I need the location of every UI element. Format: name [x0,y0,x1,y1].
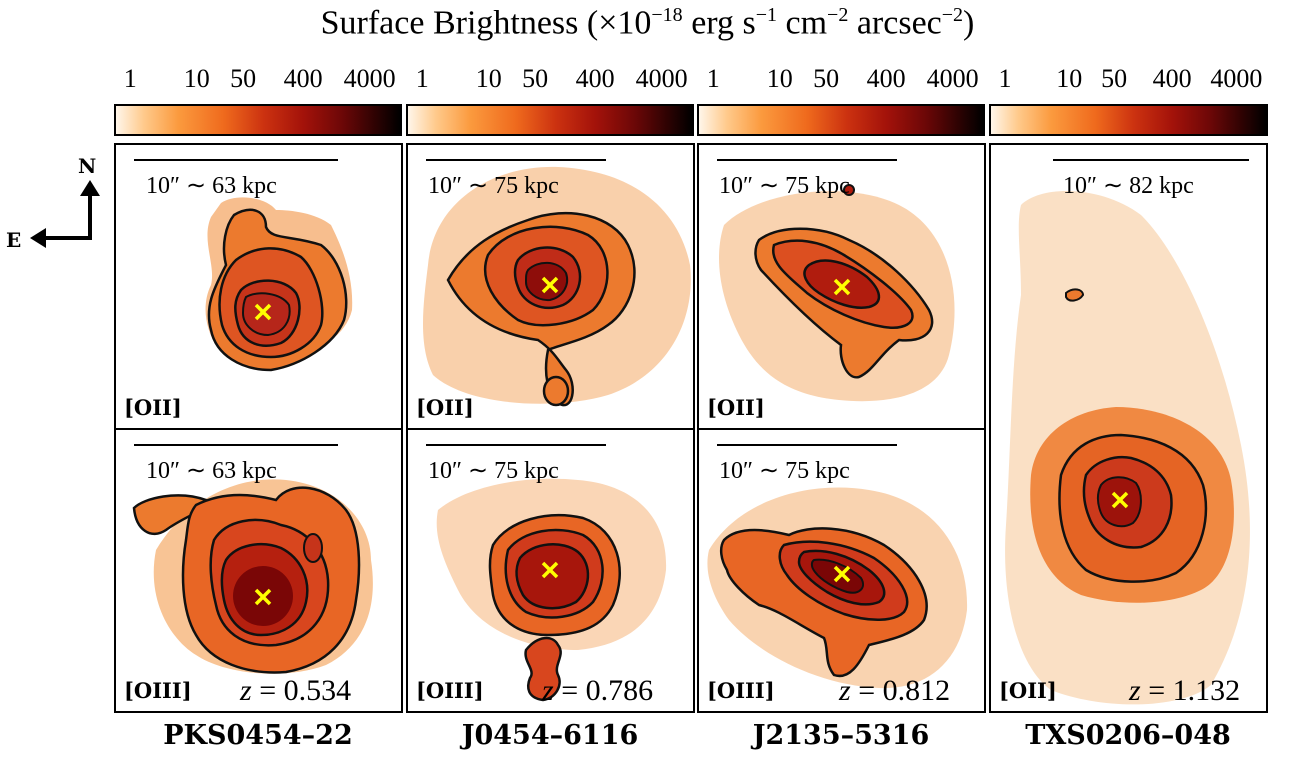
colorbar-tick-label: 50 [230,64,257,93]
emission-map-j2135-oii [719,184,955,402]
scale-bar [717,159,897,161]
colorbar-tick-label: 10 [766,64,793,93]
scale-label: 10″ ∼ 75 kpc [719,458,850,484]
compass-arrows-icon [30,180,100,248]
qso-marker-icon [254,588,272,606]
emission-line-label: [OII] [416,395,474,420]
colorbar-tick-label: 10 [475,64,502,93]
qso-marker-icon [541,276,559,294]
emission-line-label: [OII] [707,395,765,420]
scale-label: 10″ ∼ 82 kpc [1063,173,1194,199]
colorbar-tick-label: 4000 [1210,64,1263,93]
colorbar-3 [697,104,985,136]
qso-marker-icon [254,303,272,321]
redshift-label: z = 0.812 [839,674,951,707]
panel-j0454-oiii: 10″ ∼ 75 kpc [OIII] z = 0.786 [406,428,695,713]
colorbar-tick-label: 400 [1152,64,1192,93]
colorbar-tick-label: 10 [183,64,210,93]
redshift-label: z = 0.786 [542,674,654,707]
object-name-3: J2135–5316 [752,720,930,751]
scale-label: 10″ ∼ 75 kpc [428,173,559,199]
scale-label: 10″ ∼ 63 kpc [146,458,277,484]
scale-label: 10″ ∼ 75 kpc [428,458,559,484]
scale-bar [717,444,897,446]
scale-bar [134,444,338,446]
emission-line-label: [OIII] [416,678,484,703]
scale-bar [426,159,606,161]
panel-j0454-oii: 10″ ∼ 75 kpc [OII] [406,143,695,430]
redshift-label: z = 1.132 [1129,674,1241,707]
emission-map-txs-oii [1005,191,1250,705]
scale-label: 10″ ∼ 75 kpc [719,173,850,199]
panel-j2135-oii: 10″ ∼ 75 kpc [OII] [697,143,986,430]
qso-marker-icon [541,561,559,579]
scale-bar [134,159,338,161]
colorbar-tick-label: 1 [706,64,720,93]
colorbar-tick-label: 1 [998,64,1012,93]
redshift-label: z = 0.534 [240,674,352,707]
emission-map-j0454-oii [423,166,691,407]
colorbar-1 [114,104,402,136]
panel-pks0454-oii: 10″ ∼ 63 kpc [OII] [114,143,403,430]
colorbar-tick-label: 1 [123,64,137,93]
colorbar-tick-label: 400 [283,64,323,93]
colorbar-tick-label: 50 [1101,64,1128,93]
emission-map-pks-oiii [132,479,373,674]
colorbar-tick-label: 400 [575,64,615,93]
panel-txs0206-oii: 10″ ∼ 82 kpc [OII] z = 1.132 [989,143,1268,713]
compass: N E [0,150,110,260]
colorbar-title: Surface Brightness (×10−18 erg s−1 cm−2 … [320,4,975,42]
qso-marker-icon [1111,491,1129,509]
scale-label: 10″ ∼ 63 kpc [146,173,277,199]
colorbar-tick-label: 1 [415,64,429,93]
object-name-4: TXS0206–048 [1025,720,1231,751]
object-name-1: PKS0454–22 [163,720,353,751]
emission-map-j0454-oiii [436,478,667,702]
colorbar-4 [989,104,1268,136]
qso-marker-icon [833,565,851,583]
colorbar-tick-label: 50 [813,64,840,93]
colorbar-2 [406,104,694,136]
colorbar-tick-label: 50 [522,64,549,93]
compass-east-label: E [6,228,22,252]
scale-bar [1053,159,1249,161]
colorbar-tick-label: 4000 [635,64,688,93]
emission-line-label: [OIII] [124,678,192,703]
panel-j2135-oiii: 10″ ∼ 75 kpc [OIII] z = 0.812 [697,428,986,713]
emission-line-label: [OIII] [707,678,775,703]
colorbar-tick-label: 10 [1056,64,1083,93]
emission-line-label: [OII] [124,395,182,420]
emission-map-j2135-oiii [707,487,968,689]
scale-bar [426,444,606,446]
panel-pks0454-oiii: 10″ ∼ 63 kpc [OIII] z = 0.534 [114,428,403,713]
object-name-2: J0454–6116 [461,720,639,751]
emission-line-label: [OII] [999,678,1057,703]
compass-north-label: N [78,154,97,178]
emission-map-pks-oii [205,197,353,372]
qso-marker-icon [833,278,851,296]
colorbar-tick-label: 4000 [343,64,396,93]
colorbar-tick-label: 4000 [926,64,979,93]
colorbar-tick-label: 400 [866,64,906,93]
